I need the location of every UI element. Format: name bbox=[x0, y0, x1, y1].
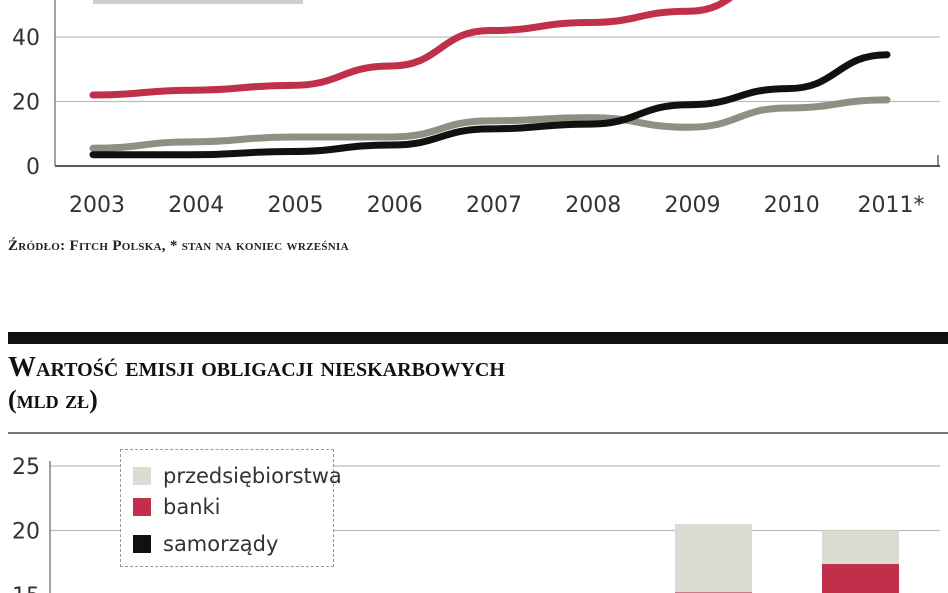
y-tick-label: 25 bbox=[12, 455, 40, 480]
x-tick-label: 2011* bbox=[858, 193, 925, 218]
x-tick-label: 2009 bbox=[665, 193, 721, 218]
legend-label-banki: banki bbox=[163, 495, 221, 519]
series-line-red bbox=[89, 0, 734, 99]
clipped-legend-strip bbox=[93, 0, 303, 4]
legend-swatch-banki bbox=[133, 498, 151, 516]
legend-swatch-przedsiebiorstwa bbox=[133, 467, 151, 485]
stacked-bar-chart: 15 20 25 bbox=[12, 455, 940, 593]
x-tick-label: 2003 bbox=[69, 193, 125, 218]
y-tick-label: 20 bbox=[12, 91, 40, 116]
section-divider bbox=[8, 332, 948, 344]
chart-subtitle: (mld zł) bbox=[8, 385, 98, 414]
legend-swatch-samorzady bbox=[133, 535, 151, 553]
y-tick-label: 0 bbox=[26, 155, 40, 180]
x-tick-label: 2007 bbox=[466, 193, 522, 218]
title-rule bbox=[8, 432, 948, 434]
series-line-gray bbox=[89, 96, 891, 152]
x-tick-label: 2004 bbox=[168, 193, 224, 218]
bar-segment-przedsiebiorstwa bbox=[675, 524, 752, 593]
y-tick-label: 15 bbox=[12, 584, 40, 593]
legend-item-samorzady: samorządy bbox=[133, 529, 278, 559]
chart-legend: przedsiębiorstwa banki samorządy bbox=[120, 449, 342, 567]
chart-source-note: Źródło: Fitch Polska, * stan na koniec w… bbox=[8, 238, 349, 254]
y-tick-label: 20 bbox=[12, 520, 40, 545]
legend-label-przedsiebiorstwa: przedsiębiorstwa bbox=[163, 464, 342, 488]
bar-segment-banki bbox=[822, 564, 899, 593]
x-tick-label: 2008 bbox=[565, 193, 621, 218]
legend-item-banki: banki bbox=[133, 492, 221, 522]
x-tick-label: 2010 bbox=[764, 193, 820, 218]
x-tick-label: 2005 bbox=[268, 193, 324, 218]
line-chart: 0 20 40 2003 2004 2005 2006 2007 2008 2009 2010 20… bbox=[12, 0, 940, 218]
legend-label-samorzady: samorządy bbox=[163, 532, 279, 556]
chart-title: Wartość emisji obligacji nieskarbowych bbox=[8, 352, 505, 383]
x-tick-label: 2006 bbox=[367, 193, 423, 218]
y-tick-label: 40 bbox=[12, 26, 40, 51]
legend-item-przedsiebiorstwa: przedsiębiorstwa bbox=[133, 461, 342, 491]
bar-segment-przedsiebiorstwa bbox=[822, 530, 899, 565]
series-line-black bbox=[89, 51, 891, 159]
